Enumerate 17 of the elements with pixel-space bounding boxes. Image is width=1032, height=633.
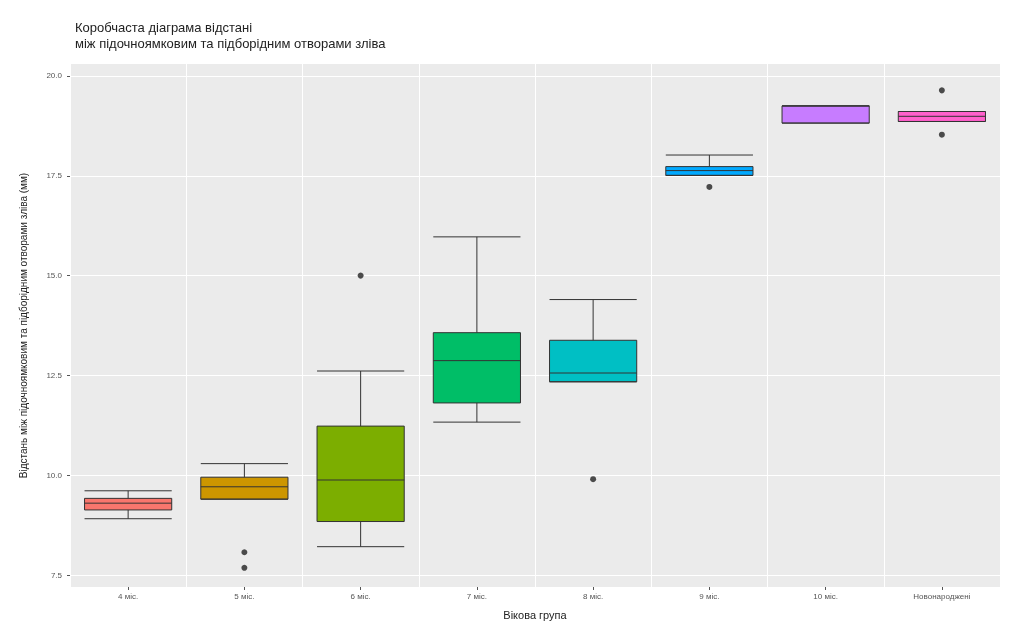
chart-title: Коробчаста діаграма відстані між підочноямковим та підборідним отворами зліва xyxy=(75,19,387,51)
x-tick-label: 7 міс. xyxy=(466,591,487,601)
x-tick-label: 9 міс. xyxy=(699,591,720,601)
y-tick-label: 12.5 xyxy=(46,370,63,380)
y-tick-label: 20.0 xyxy=(46,71,63,81)
x-tick-label: Новонароджені xyxy=(913,591,971,601)
y-axis-title: Відстань між підочноямковим та підборідним отворами зліва (мм) xyxy=(17,172,29,479)
y-tick-label: 10.0 xyxy=(46,470,63,480)
x-tick-label: 5 міс. xyxy=(234,591,255,601)
y-tick-label: 17.5 xyxy=(46,171,63,181)
y-tick-label: 15.0 xyxy=(46,271,63,281)
x-tick-label: 6 міс. xyxy=(350,591,371,601)
x-tick-label: 8 міс. xyxy=(583,591,604,601)
x-axis-title: Вікова група xyxy=(503,608,568,621)
x-tick-label: 10 міс. xyxy=(813,591,838,601)
x-tick-label: 4 міс. xyxy=(118,591,139,601)
y-tick-label: 7.5 xyxy=(50,570,63,580)
